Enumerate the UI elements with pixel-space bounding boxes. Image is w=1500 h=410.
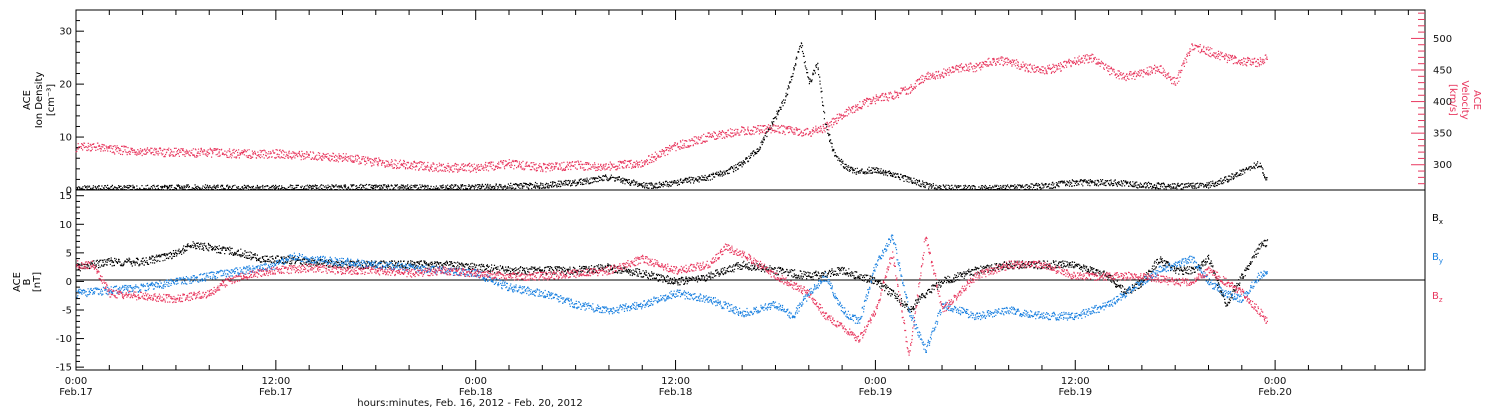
velocity-series [75,43,1268,173]
velocity-axis-title: ACE Velocity [km/s] [1447,80,1482,119]
time-tick-date: Feb.17 [259,387,293,398]
density-axis-title-line1: ACE [22,90,33,110]
time-tick-date: Feb.19 [1058,387,1092,398]
b-tick-label: 5 [66,248,72,259]
b-axis: -15 -10 -5 0 5 10 15 [56,189,84,374]
time-tick-label: 12:00 [661,376,690,387]
velocity-axis-title-line3: [km/s] [1447,84,1458,116]
density-axis-title-line2: Ion Density [34,72,45,129]
legend-base: B [1432,291,1439,302]
time-tick-label: 12:00 [1061,376,1090,387]
b-tick-label: 10 [59,220,72,231]
time-tick-label: 0:00 [464,376,486,387]
velocity-axis-title-line2: Velocity [1459,80,1470,119]
legend-base: B [1432,213,1439,224]
velocity-tick-label: 450 [1433,66,1452,77]
velocity-axis: 300 350 400 450 500 [1411,12,1452,185]
time-tick-date: Feb.18 [459,387,493,398]
b-tick-label: 15 [59,191,72,202]
legend-bx: Bx [1432,213,1443,226]
time-tick-label: 12:00 [261,376,290,387]
b-axis-title-line1: ACE [12,272,23,292]
density-tick-label: 20 [59,80,72,91]
x-axis-title: hours:minutes, Feb. 16, 2012 - Feb. 20, … [357,398,582,409]
density-axis: 0 10 20 30 [59,9,84,197]
b-series-bx-dots [75,239,1269,313]
bottom-panel-marks [75,234,1269,356]
density-series-dots [75,42,1268,191]
time-tick-date: Feb.18 [659,387,693,398]
top-panel-frame [75,9,1426,191]
time-tick-date: Feb.17 [59,387,93,398]
legend-sub: z [1439,296,1443,304]
time-tick-label: 0:00 [65,376,87,387]
b-series-by-dots [76,234,1268,353]
velocity-tick-label: 350 [1433,129,1452,140]
b-series-bz [76,236,1269,356]
time-tick-label: 0:00 [864,376,886,387]
velocity-axis-title-line1: ACE [1471,90,1482,110]
density-axis-title-line3: [cm⁻³] [46,84,57,116]
b-axis-title-line3: [nT] [32,272,43,292]
density-tick-label: 0 [66,186,72,197]
top-panel-marks [75,42,1268,191]
legend-sub: y [1439,257,1443,265]
time-tick-label: 0:00 [1264,376,1286,387]
velocity-tick-label: 300 [1433,160,1452,171]
time-axis: 0:00Feb.1712:00Feb.170:00Feb.1812:00Feb.… [59,360,1409,398]
legend-bz: Bz [1432,291,1443,304]
b-series-by [76,234,1268,353]
density-velocity-panel: 0 10 20 30 300 350 400 450 500 ACE Ion Density … [22,9,1482,197]
b-tick-label: 0 [66,277,72,288]
b-axis-title-line2: B [22,278,33,285]
b-axis-title: ACE B [nT] [12,272,43,292]
velocity-tick-label: 400 [1433,97,1452,108]
b-tick-label: -5 [62,306,72,317]
legend-base: B [1432,252,1439,263]
b-tick-label: -15 [56,363,72,374]
b-series-bz-dots [76,236,1269,356]
density-series [75,42,1268,191]
top-x-ticks [75,10,1409,20]
b-series-bx [75,239,1269,313]
legend-sub: x [1439,218,1443,226]
density-axis-title: ACE Ion Density [cm⁻³] [22,72,57,129]
legend-by: By [1432,252,1443,265]
time-tick-date: Feb.19 [859,387,893,398]
b-tick-label: -10 [56,334,72,345]
density-tick-label: 30 [59,27,72,38]
density-tick-label: 10 [59,133,72,144]
velocity-series-dots [75,43,1268,173]
velocity-tick-label: 500 [1433,34,1452,45]
time-tick-date: Feb.20 [1258,387,1292,398]
